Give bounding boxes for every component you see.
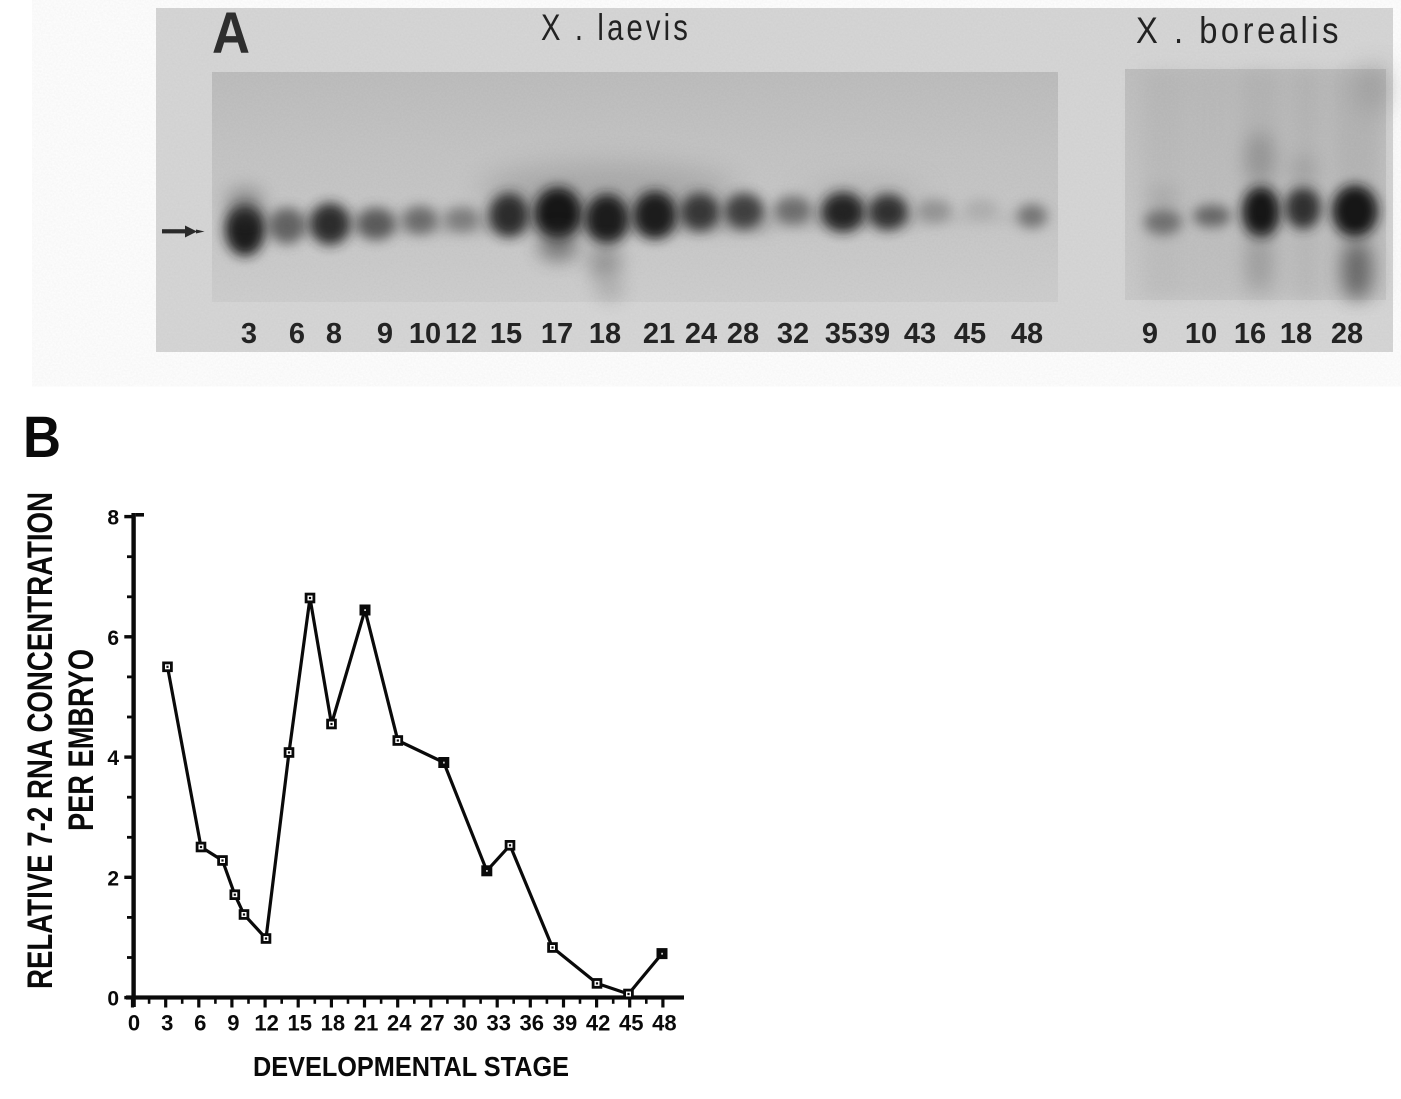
svg-text:42: 42 bbox=[586, 1011, 610, 1036]
svg-text:6: 6 bbox=[289, 318, 305, 350]
svg-text:X . laevis: X . laevis bbox=[541, 7, 691, 48]
svg-text:36: 36 bbox=[520, 1011, 544, 1036]
svg-text:9: 9 bbox=[1142, 318, 1158, 350]
svg-text:15: 15 bbox=[490, 318, 522, 350]
svg-text:X . borealis: X . borealis bbox=[1136, 10, 1342, 51]
svg-text:39: 39 bbox=[553, 1011, 577, 1036]
svg-text:28: 28 bbox=[727, 318, 759, 350]
svg-text:24: 24 bbox=[387, 1011, 412, 1036]
svg-text:10: 10 bbox=[409, 318, 441, 350]
svg-text:PER EMBRYO: PER EMBRYO bbox=[62, 649, 101, 831]
svg-text:A: A bbox=[212, 1, 250, 66]
svg-text:B: B bbox=[23, 405, 61, 470]
svg-text:39: 39 bbox=[858, 318, 890, 350]
svg-text:18: 18 bbox=[589, 318, 621, 350]
svg-text:2: 2 bbox=[107, 867, 119, 890]
svg-text:4: 4 bbox=[107, 747, 119, 770]
svg-text:32: 32 bbox=[777, 318, 809, 350]
svg-text:48: 48 bbox=[652, 1011, 676, 1036]
svg-text:10: 10 bbox=[1185, 318, 1217, 350]
svg-text:DEVELOPMENTAL STAGE: DEVELOPMENTAL STAGE bbox=[253, 1051, 569, 1082]
svg-text:21: 21 bbox=[643, 318, 675, 350]
svg-text:35: 35 bbox=[825, 318, 857, 350]
svg-text:18: 18 bbox=[1280, 318, 1312, 350]
svg-text:16: 16 bbox=[1234, 318, 1266, 350]
svg-text:6: 6 bbox=[194, 1011, 206, 1036]
svg-text:8: 8 bbox=[107, 507, 119, 530]
svg-text:28: 28 bbox=[1331, 318, 1363, 350]
svg-text:43: 43 bbox=[904, 318, 936, 350]
svg-text:27: 27 bbox=[420, 1011, 444, 1036]
svg-text:12: 12 bbox=[254, 1011, 278, 1036]
svg-text:21: 21 bbox=[354, 1011, 378, 1036]
svg-text:3: 3 bbox=[161, 1011, 173, 1036]
svg-text:18: 18 bbox=[321, 1011, 345, 1036]
svg-text:48: 48 bbox=[1011, 318, 1043, 350]
svg-text:30: 30 bbox=[453, 1011, 477, 1036]
svg-text:12: 12 bbox=[445, 318, 477, 350]
svg-text:3: 3 bbox=[241, 318, 257, 350]
svg-text:17: 17 bbox=[541, 318, 573, 350]
svg-text:8: 8 bbox=[326, 318, 342, 350]
svg-text:0: 0 bbox=[107, 988, 119, 1011]
svg-text:45: 45 bbox=[619, 1011, 643, 1036]
svg-text:9: 9 bbox=[377, 318, 393, 350]
svg-text:33: 33 bbox=[486, 1011, 510, 1036]
svg-text:45: 45 bbox=[954, 318, 986, 350]
svg-text:9: 9 bbox=[227, 1011, 239, 1036]
svg-text:15: 15 bbox=[288, 1011, 312, 1036]
svg-text:6: 6 bbox=[107, 627, 119, 650]
svg-text:0: 0 bbox=[128, 1011, 140, 1036]
svg-text:RELATIVE 7-2 RNA CONCENTRAT: RELATIVE 7-2 RNA CONCENTRATION bbox=[21, 492, 60, 989]
svg-text:24: 24 bbox=[685, 318, 717, 350]
